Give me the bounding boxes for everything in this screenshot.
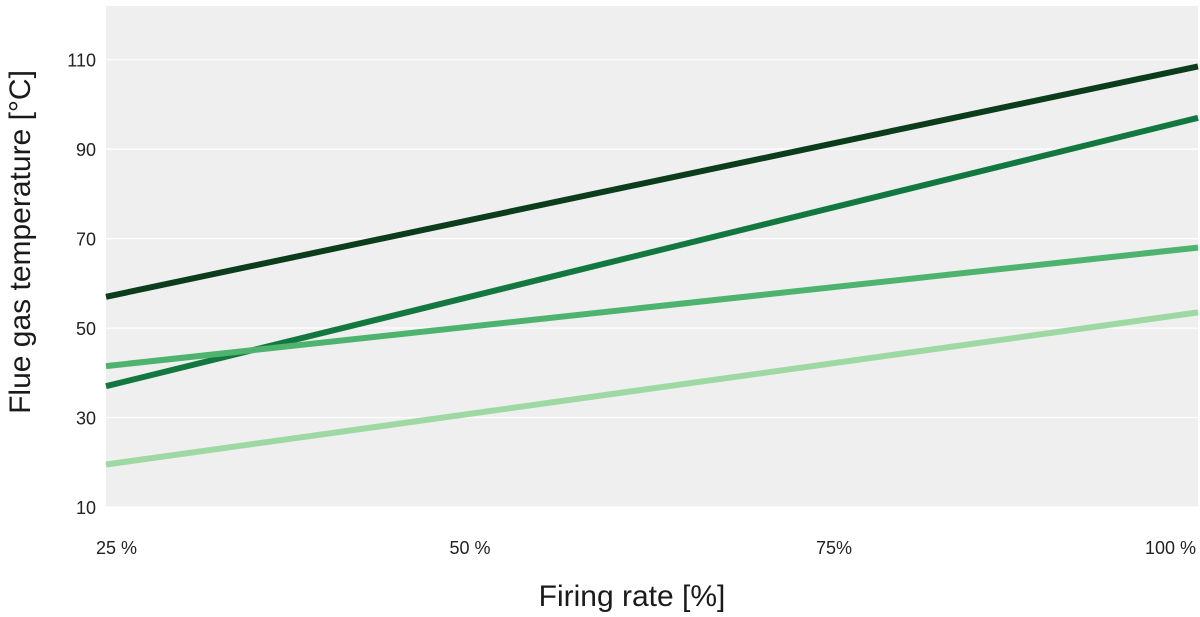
- y-tick-label: 50: [76, 319, 96, 339]
- gridlines: [106, 59, 1198, 508]
- y-axis-ticks: 10 30 50 70 90 110: [67, 51, 96, 518]
- y-axis-title: Flue gas temperature [°C]: [4, 70, 37, 414]
- y-tick-label: 30: [76, 409, 96, 429]
- x-axis-ticks: 25 % 50 % 75% 100 %: [96, 538, 1196, 558]
- y-tick-label: 110: [67, 51, 96, 71]
- series-line-1: [105, 63, 1199, 300]
- x-tick-label: 25 %: [96, 538, 137, 558]
- y-tick-label: 10: [76, 498, 96, 518]
- x-tick-label: 75%: [816, 538, 852, 558]
- y-tick-label: 70: [76, 230, 96, 250]
- x-tick-label: 100 %: [1145, 538, 1196, 558]
- x-tick-label: 50 %: [449, 538, 490, 558]
- series-line-4: [105, 309, 1199, 468]
- plot-area: [106, 6, 1198, 507]
- x-axis-title: Firing rate [%]: [539, 580, 726, 613]
- series-line-2: [105, 114, 1199, 390]
- y-tick-label: 90: [76, 140, 96, 160]
- series-lines: [105, 63, 1199, 468]
- series-line-3: [105, 244, 1199, 370]
